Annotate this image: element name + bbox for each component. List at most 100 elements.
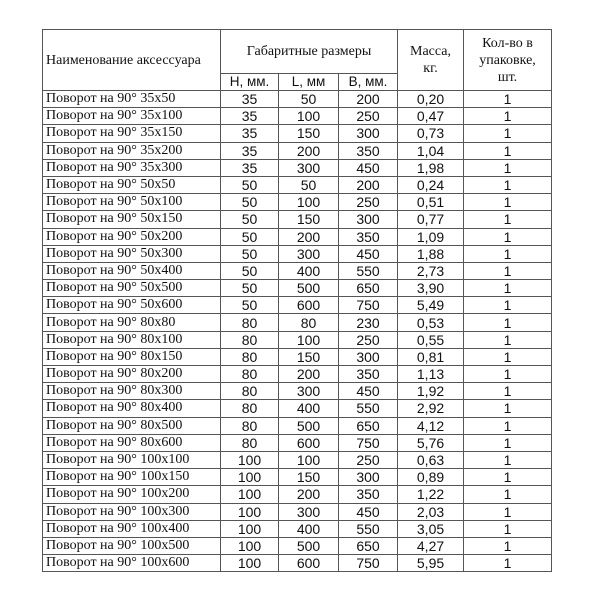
cell-name: Поворот на 90° 100x150 bbox=[42, 468, 221, 487]
cell-mass: 1,98 bbox=[397, 158, 465, 177]
table-row: Поворот на 90° 50x50 50 50 200 0,24 1 bbox=[42, 175, 553, 195]
cell-l: 150 bbox=[278, 347, 339, 367]
cell-mass: 0,77 bbox=[397, 210, 465, 229]
cell-name: Поворот на 90° 80x500 bbox=[42, 416, 221, 435]
table-row: Поворот на 90° 50x150 50 150 300 0,77 1 bbox=[42, 210, 553, 229]
cell-qty: 1 bbox=[463, 364, 553, 384]
cell-qty: 1 bbox=[463, 536, 553, 556]
cell-qty: 1 bbox=[463, 261, 553, 281]
cell-qty: 1 bbox=[463, 468, 553, 487]
cell-b: 350 bbox=[337, 485, 399, 504]
cell-l: 150 bbox=[278, 210, 339, 229]
cell-name: Поворот на 90° 100x300 bbox=[42, 502, 221, 521]
cell-mass: 2,92 bbox=[397, 399, 465, 418]
cell-mass: 1,13 bbox=[397, 364, 465, 384]
cell-mass: 1,09 bbox=[397, 227, 465, 246]
cell-h: 100 bbox=[220, 519, 279, 538]
cell-qty: 1 bbox=[463, 107, 553, 126]
cell-b: 350 bbox=[337, 141, 399, 160]
cell-qty: 1 bbox=[463, 296, 553, 315]
cell-qty: 1 bbox=[463, 89, 553, 109]
cell-l: 50 bbox=[278, 175, 339, 195]
table-row: Поворот на 90° 50x300 50 300 450 1,88 1 bbox=[42, 244, 553, 263]
cell-mass: 1,04 bbox=[397, 141, 465, 160]
table-body: Поворот на 90° 35x50 35 50 200 0,20 1 Поворот … bbox=[42, 89, 553, 573]
cell-h: 100 bbox=[220, 502, 279, 521]
cell-b: 250 bbox=[337, 193, 399, 212]
cell-name: Поворот на 90° 35x200 bbox=[42, 141, 221, 160]
cell-mass: 0,53 bbox=[397, 313, 465, 332]
cell-h: 50 bbox=[220, 244, 279, 263]
table-row: Поворот на 90° 50x400 50 400 550 2,73 1 bbox=[42, 261, 553, 281]
cell-mass: 5,76 bbox=[397, 433, 465, 452]
cell-h: 80 bbox=[220, 382, 279, 401]
cell-b: 250 bbox=[337, 330, 399, 349]
cell-name: Поворот на 90° 80x100 bbox=[42, 330, 221, 349]
cell-name: Поворот на 90° 100x100 bbox=[42, 450, 221, 470]
table-row: Поворот на 90° 100x300 100 300 450 2,03 1 bbox=[42, 502, 553, 521]
cell-name: Поворот на 90° 35x150 bbox=[42, 124, 221, 143]
cell-mass: 0,20 bbox=[397, 89, 465, 109]
table-row: Поворот на 90° 100x400 100 400 550 3,05 1 bbox=[42, 519, 553, 538]
table-row: Поворот на 90° 35x300 35 300 450 1,98 1 bbox=[42, 158, 553, 177]
cell-name: Поворот на 90° 50x150 bbox=[42, 210, 221, 229]
cell-l: 400 bbox=[278, 519, 339, 538]
cell-h: 80 bbox=[220, 347, 279, 367]
cell-mass: 0,89 bbox=[397, 468, 465, 487]
cell-name: Поворот на 90° 80x200 bbox=[42, 364, 221, 384]
cell-h: 35 bbox=[220, 107, 279, 126]
cell-l: 100 bbox=[278, 450, 339, 470]
cell-h: 50 bbox=[220, 261, 279, 281]
table-row: Поворот на 90° 100x200 100 200 350 1,22 1 bbox=[42, 485, 553, 504]
cell-h: 50 bbox=[220, 227, 279, 246]
table-row: Поворот на 90° 80x200 80 200 350 1,13 1 bbox=[42, 364, 553, 384]
cell-h: 50 bbox=[220, 175, 279, 195]
cell-qty: 1 bbox=[463, 175, 553, 195]
cell-mass: 1,22 bbox=[397, 485, 465, 504]
table-row: Поворот на 90° 50x200 50 200 350 1,09 1 bbox=[42, 227, 553, 246]
cell-mass: 5,49 bbox=[397, 296, 465, 315]
cell-name: Поворот на 90° 80x300 bbox=[42, 382, 221, 401]
table-row: Поворот на 90° 35x200 35 200 350 1,04 1 bbox=[42, 141, 553, 160]
cell-h: 100 bbox=[220, 468, 279, 487]
cell-h: 80 bbox=[220, 313, 279, 332]
cell-name: Поворот на 90° 100x600 bbox=[42, 554, 221, 573]
cell-l: 500 bbox=[278, 279, 339, 298]
cell-name: Поворот на 90° 50x100 bbox=[42, 193, 221, 212]
table-row: Поворот на 90° 50x500 50 500 650 3,90 1 bbox=[42, 279, 553, 298]
table-row: Поворот на 90° 35x100 35 100 250 0,47 1 bbox=[42, 107, 553, 126]
cell-b: 450 bbox=[337, 382, 399, 401]
cell-name: Поворот на 90° 100x400 bbox=[42, 519, 221, 538]
cell-qty: 1 bbox=[463, 227, 553, 246]
cell-qty: 1 bbox=[463, 399, 553, 418]
cell-l: 100 bbox=[278, 107, 339, 126]
cell-name: Поворот на 90° 50x500 bbox=[42, 279, 221, 298]
cell-b: 250 bbox=[337, 450, 399, 470]
cell-mass: 4,27 bbox=[397, 536, 465, 556]
header-h: H, мм. bbox=[220, 73, 279, 91]
cell-qty: 1 bbox=[463, 279, 553, 298]
cell-l: 500 bbox=[278, 416, 339, 435]
cell-qty: 1 bbox=[463, 210, 553, 229]
cell-h: 50 bbox=[220, 193, 279, 212]
cell-mass: 3,90 bbox=[397, 279, 465, 298]
header-name: Наименование аксессуара bbox=[42, 29, 221, 91]
cell-b: 650 bbox=[337, 279, 399, 298]
cell-b: 550 bbox=[337, 261, 399, 281]
cell-h: 80 bbox=[220, 433, 279, 452]
cell-qty: 1 bbox=[463, 485, 553, 504]
cell-l: 600 bbox=[278, 554, 339, 573]
cell-h: 80 bbox=[220, 330, 279, 349]
cell-l: 100 bbox=[278, 193, 339, 212]
cell-mass: 0,81 bbox=[397, 347, 465, 367]
cell-name: Поворот на 90° 50x200 bbox=[42, 227, 221, 246]
table-row: Поворот на 90° 80x600 80 600 750 5,76 1 bbox=[42, 433, 553, 452]
cell-b: 350 bbox=[337, 364, 399, 384]
cell-h: 50 bbox=[220, 210, 279, 229]
cell-b: 250 bbox=[337, 107, 399, 126]
cell-h: 80 bbox=[220, 399, 279, 418]
cell-name: Поворот на 90° 35x100 bbox=[42, 107, 221, 126]
cell-h: 50 bbox=[220, 279, 279, 298]
cell-h: 80 bbox=[220, 364, 279, 384]
cell-qty: 1 bbox=[463, 330, 553, 349]
